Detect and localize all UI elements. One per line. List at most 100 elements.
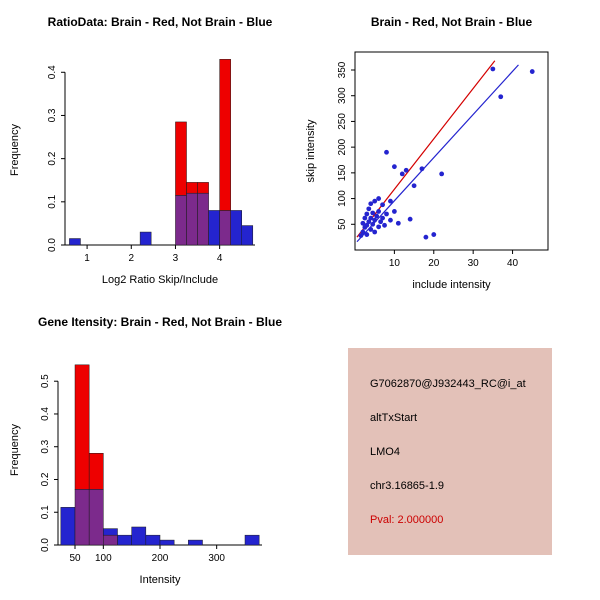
data-point [372, 217, 378, 223]
histogram-bar [69, 238, 81, 246]
histogram-bar [117, 534, 132, 546]
histogram-bar-overlap [219, 210, 231, 246]
y-axis-label: Frequency [9, 124, 21, 176]
gene-info-panel: G7062870@J932443_RC@i_at altTxStart LMO4… [348, 348, 552, 555]
event-type-text: altTxStart [370, 412, 418, 424]
histogram-bar-overlap [88, 489, 104, 546]
data-point [388, 217, 393, 223]
data-point [407, 216, 413, 222]
data-point [364, 232, 370, 237]
data-point [358, 233, 364, 239]
y-tick-label: 0.0 [40, 538, 51, 552]
y-tick-label: 0.3 [47, 108, 58, 122]
data-point [368, 227, 374, 232]
histogram-bar [74, 364, 90, 490]
y-tick-label: 50 [337, 218, 348, 230]
histogram-bar-overlap [197, 192, 209, 246]
chart-title: Gene Itensity: Brain - Red, Not Brain - … [38, 315, 282, 329]
data-point [372, 229, 378, 235]
histogram-bar-overlap [103, 534, 118, 546]
x-tick-label: 200 [152, 553, 169, 564]
plot-box [354, 51, 549, 251]
y-axis-label: Frequency [9, 424, 21, 476]
data-point [395, 220, 401, 226]
x-axis-label: Intensity [140, 574, 181, 586]
x-tick-label: 3 [173, 253, 179, 264]
probe-id-text: G7062870@J932443_RC@i_at [370, 378, 526, 390]
data-point [370, 221, 376, 227]
histogram-bar [244, 534, 260, 546]
data-point [368, 201, 374, 207]
histogram-bar [60, 507, 76, 546]
data-point [362, 215, 368, 221]
data-point [529, 69, 535, 74]
data-point [490, 66, 496, 72]
regression-line [356, 60, 496, 238]
ratio-histogram-chart: RatioData: Brain - Red, Not Brain - Blue… [9, 15, 273, 286]
y-tick-label: 0.5 [40, 374, 51, 388]
data-point [380, 202, 385, 208]
x-tick-label: 4 [217, 253, 223, 264]
data-point [399, 171, 405, 177]
y-tick-label: 0.1 [47, 194, 58, 208]
histogram-bar-overlap [186, 192, 198, 246]
x-tick-label: 1 [84, 253, 90, 264]
x-axis-label: include intensity [412, 279, 491, 291]
x-tick-label: 30 [468, 258, 480, 269]
data-point [384, 211, 389, 217]
histogram-bar [241, 225, 254, 246]
data-point [360, 220, 366, 226]
y-tick-label: 250 [337, 113, 348, 130]
histogram-bar [188, 539, 203, 546]
data-point [364, 211, 370, 217]
data-point [376, 196, 382, 201]
data-point [382, 222, 387, 228]
data-point [403, 167, 409, 173]
histogram-bar [159, 539, 175, 546]
locus-text: chr3.16865-1.9 [370, 480, 444, 492]
y-axis-label: skip intensity [305, 119, 317, 182]
histogram-bar [145, 534, 161, 546]
data-point [374, 213, 380, 219]
data-point [372, 198, 378, 204]
histogram-bar [103, 528, 118, 536]
pval-text: Pval: 2.000000 [370, 514, 444, 526]
data-point [376, 224, 382, 230]
histogram-bar [175, 121, 187, 196]
histogram-bar [208, 210, 220, 246]
histogram-bar [230, 210, 242, 246]
x-axis-label: Log2 Ratio Skip/Include [102, 274, 218, 286]
data-point [378, 219, 384, 225]
y-tick-label: 0.3 [40, 439, 51, 453]
y-tick-label: 0.0 [47, 238, 58, 252]
gene-name-text: LMO4 [370, 446, 400, 458]
x-tick-label: 20 [428, 258, 440, 269]
data-point [391, 164, 397, 170]
x-tick-label: 50 [69, 553, 81, 564]
gene-histogram-chart: Gene Itensity: Brain - Red, Not Brain - … [9, 315, 282, 586]
y-tick-label: 100 [337, 190, 348, 207]
y-tick-label: 0.4 [40, 407, 51, 421]
y-tick-label: 350 [337, 61, 348, 78]
histogram-bar [197, 182, 209, 194]
x-tick-label: 40 [507, 258, 519, 269]
intensity-scatter-chart: Brain - Red, Not Brain - Blue include int… [305, 15, 549, 291]
data-point [411, 183, 417, 189]
histogram-bar [139, 231, 152, 246]
data-point [366, 206, 372, 212]
histogram-bar [88, 453, 104, 490]
data-point [419, 166, 425, 172]
data-point [431, 232, 437, 237]
data-point [384, 149, 389, 155]
histogram-bar [131, 526, 147, 546]
data-point [391, 209, 397, 214]
data-point [376, 209, 382, 214]
histogram-bar-overlap [74, 489, 90, 546]
histogram-bar [219, 59, 231, 211]
data-point [388, 198, 393, 204]
data-point [380, 215, 385, 221]
x-tick-label: 2 [128, 253, 134, 264]
x-tick-label: 300 [208, 553, 225, 564]
regression-line [356, 64, 519, 243]
